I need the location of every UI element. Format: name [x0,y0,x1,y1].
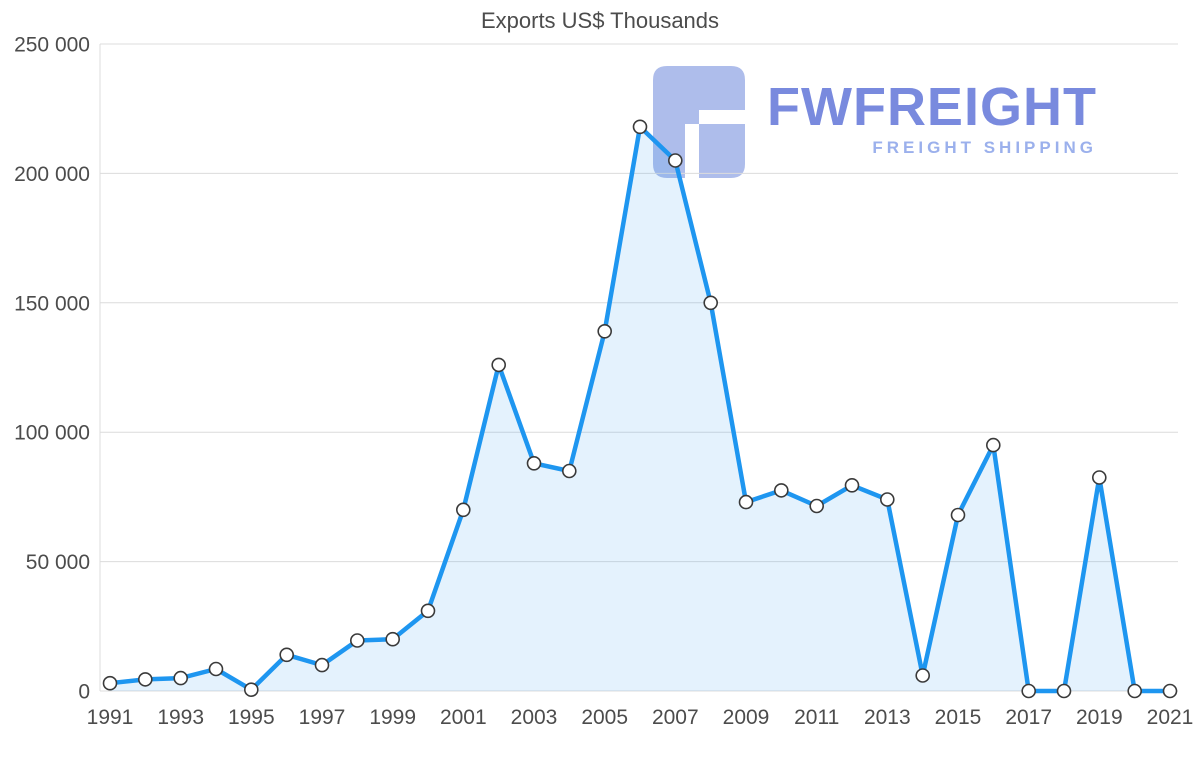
fwfreight-logo-icon [653,66,745,178]
svg-text:2007: 2007 [652,706,699,729]
watermark-text: FWFREIGHT FREIGHT SHIPPING [767,66,1097,158]
svg-text:2005: 2005 [581,706,628,729]
watermark: FWFREIGHT FREIGHT SHIPPING [653,66,1097,178]
svg-text:1999: 1999 [369,706,416,729]
svg-text:200 000: 200 000 [14,163,90,186]
svg-text:1993: 1993 [157,706,204,729]
svg-text:2011: 2011 [794,706,839,729]
series-area-fill [110,126,1170,692]
svg-text:1995: 1995 [228,706,275,729]
svg-text:50 000: 50 000 [26,551,90,574]
svg-text:1991: 1991 [87,706,134,729]
grid-lines [99,43,1178,692]
svg-text:2019: 2019 [1076,706,1123,729]
chart-title: Exports US$ Thousands [480,8,720,33]
svg-text:2015: 2015 [935,706,982,729]
svg-text:2021: 2021 [1147,706,1194,729]
svg-text:1997: 1997 [299,706,346,729]
svg-text:150 000: 150 000 [14,292,90,315]
watermark-subtitle: FREIGHT SHIPPING [872,138,1097,157]
x-axis-labels: 1991 1993 1995 1997 1999 2001 2003 2005 2007 2009… [87,706,1194,729]
svg-text:100 000: 100 000 [14,422,90,445]
y-axis-labels: 0 50 000 100 000 150 000 200 000 250 000 [14,34,90,704]
svg-text:2001: 2001 [440,706,487,729]
svg-text:2003: 2003 [511,706,558,729]
watermark-title: FWFREIGHT [767,77,1097,137]
svg-text:2017: 2017 [1005,706,1052,729]
data-point-markers [102,119,1178,699]
svg-text:0: 0 [78,681,90,704]
svg-text:250 000: 250 000 [14,34,90,57]
svg-text:2013: 2013 [864,706,911,729]
svg-text:2009: 2009 [723,706,770,729]
